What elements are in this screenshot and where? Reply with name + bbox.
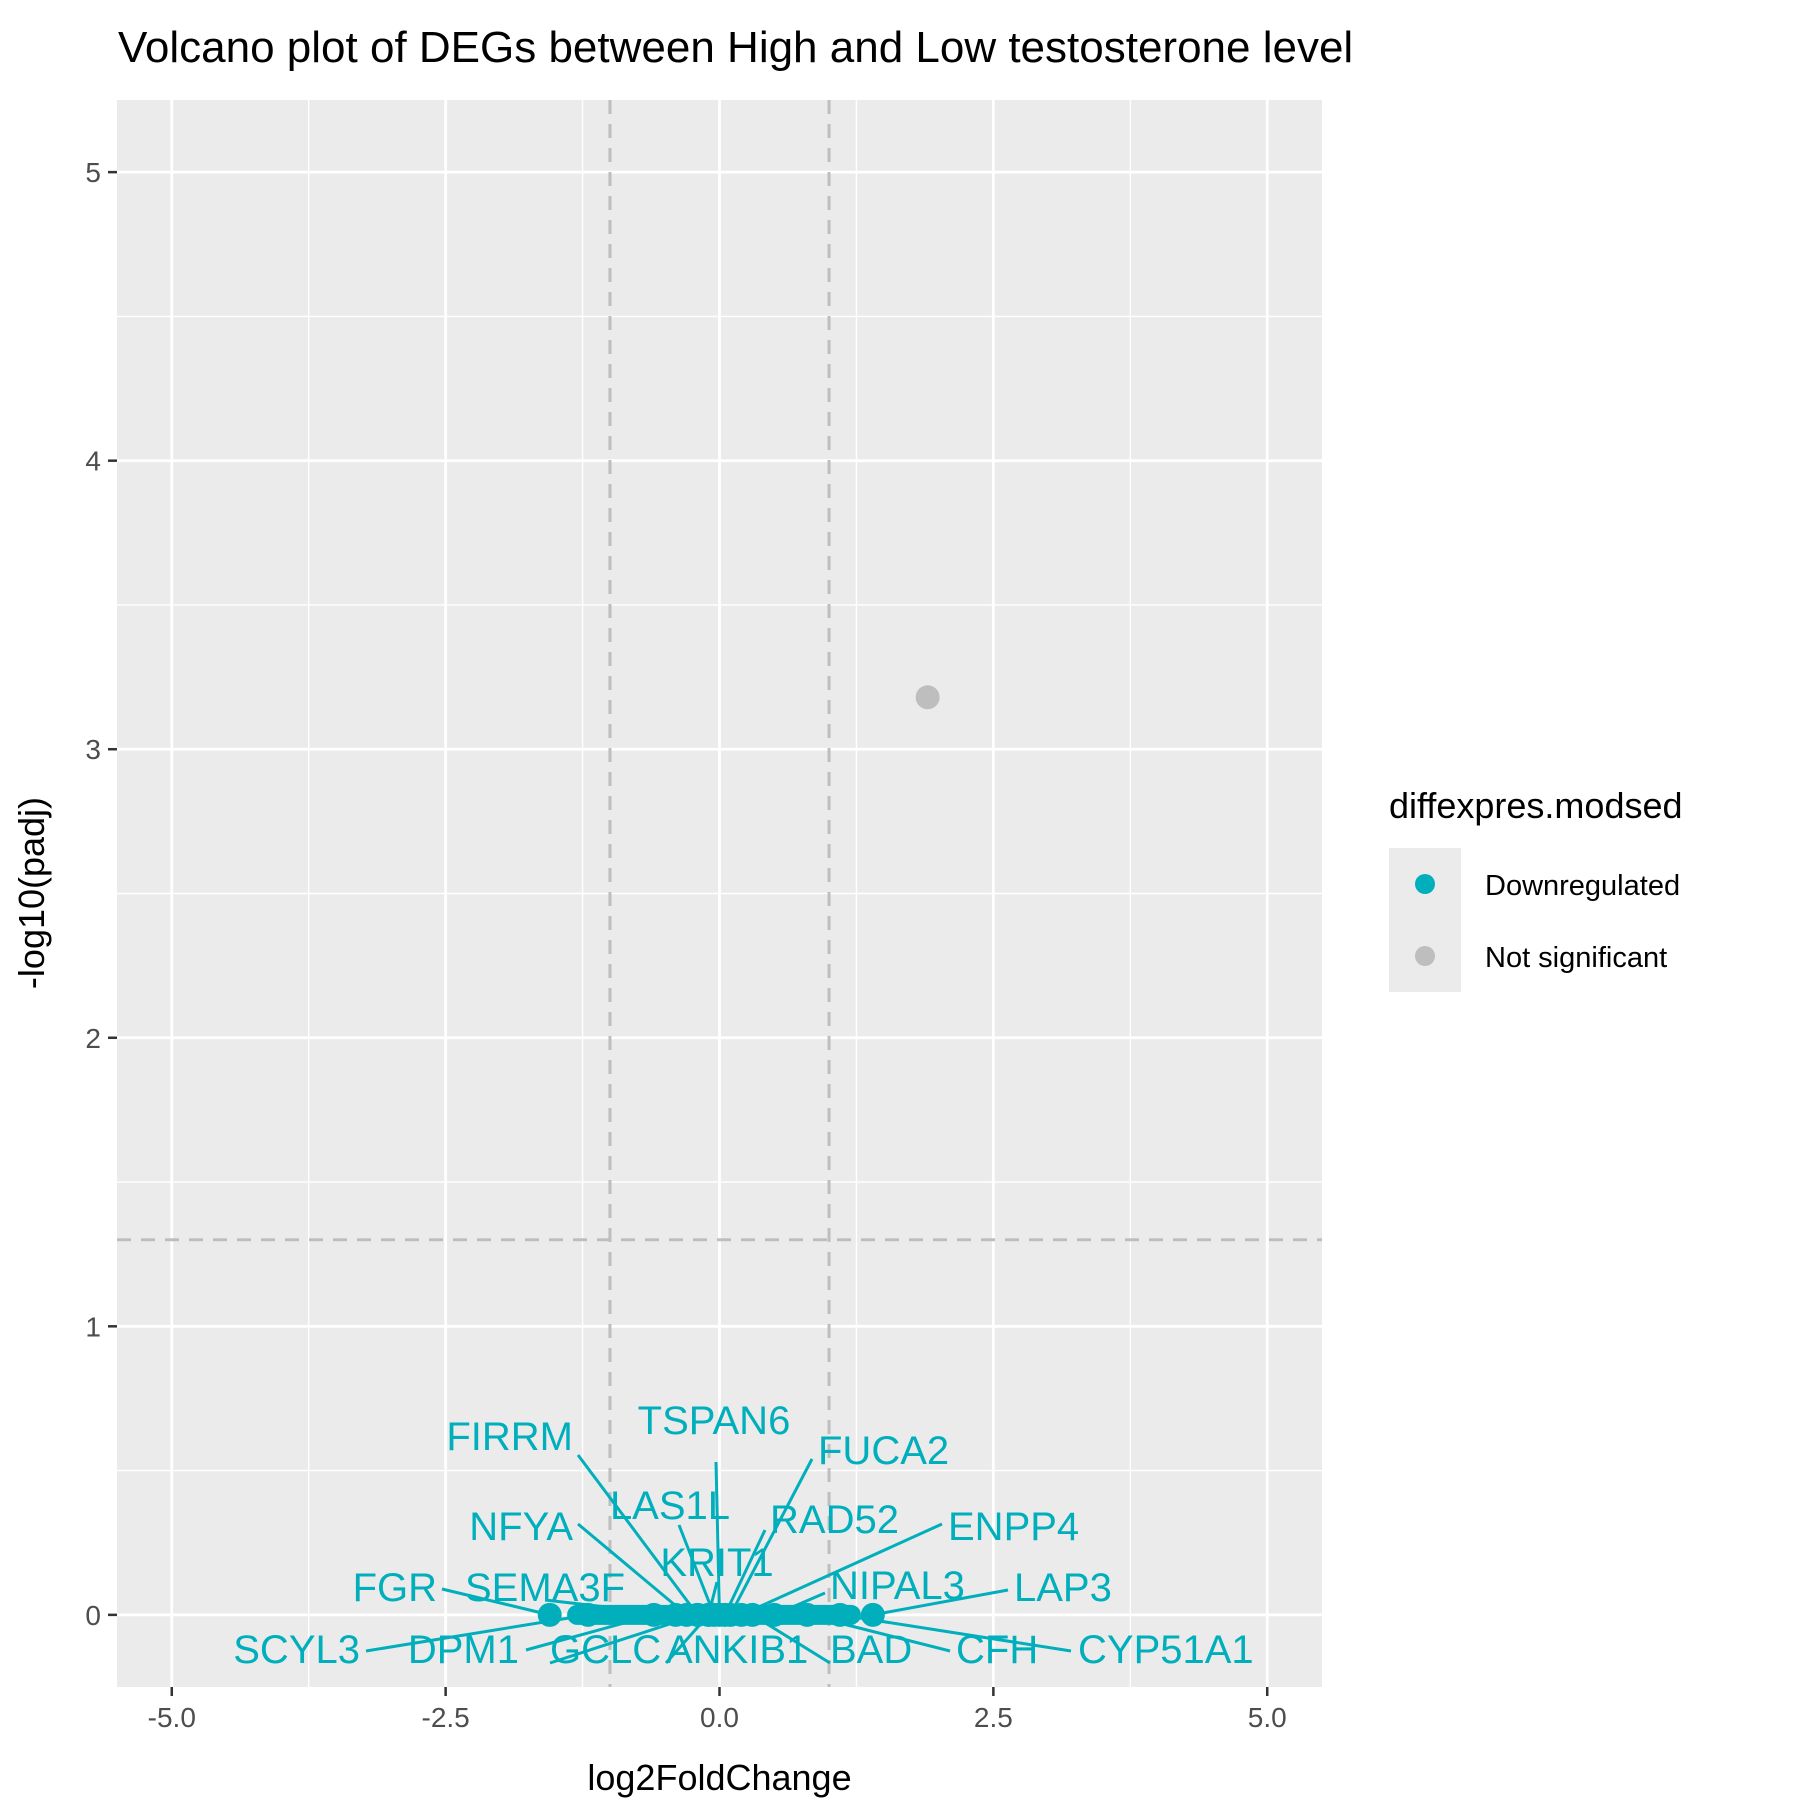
- point-not-significant: [915, 685, 940, 710]
- gene-label: FUCA2: [818, 1429, 949, 1473]
- gene-label: BAD: [830, 1628, 912, 1672]
- gene-label: SEMA3F: [465, 1566, 625, 1610]
- point-downregulated: [740, 1602, 765, 1627]
- gene-label: SCYL3: [233, 1628, 360, 1672]
- y-tick-label: 1: [85, 1311, 101, 1342]
- y-tick-label: 2: [85, 1023, 101, 1054]
- point-downregulated: [576, 1602, 601, 1627]
- gene-label: NIPAL3: [830, 1564, 965, 1608]
- label-connector: [577, 1522, 688, 1617]
- legend-label-not-significant: Not significant: [1485, 942, 1667, 974]
- point-downregulated: [712, 1602, 737, 1627]
- x-tick-label: -5.0: [148, 1702, 196, 1733]
- legend-label-downregulated: Downregulated: [1485, 870, 1680, 902]
- gene-label: LAS1L: [610, 1484, 730, 1528]
- gene-label-layer: FIRRM TSPAN6 FUCA2 LAS1L NFYA RAD52 ENPP4 KRIT1…: [233, 1399, 1253, 1672]
- label-connector: [723, 1529, 767, 1616]
- label-connector: [872, 1588, 1009, 1617]
- point-downregulated: [795, 1602, 820, 1627]
- gene-label: CYP51A1: [1078, 1628, 1254, 1672]
- y-axis: 0 1 2 3 4 5: [85, 157, 117, 1631]
- label-connector: [576, 1454, 699, 1616]
- legend-key-downregulated: [1415, 874, 1435, 894]
- gene-label: FIRRM: [446, 1415, 573, 1459]
- gene-label: KRIT1: [660, 1541, 773, 1585]
- gene-label: LAP3: [1014, 1566, 1112, 1610]
- legend-key-not-significant: [1415, 946, 1435, 966]
- gene-label: GCLC: [550, 1628, 661, 1672]
- x-tick-label: 2.5: [974, 1702, 1013, 1733]
- label-connector: [729, 1458, 814, 1616]
- label-connector: [740, 1522, 943, 1617]
- y-tick-label: 3: [85, 734, 101, 765]
- gene-label: FGR: [353, 1566, 437, 1610]
- point-downregulated: [762, 1602, 787, 1627]
- y-tick-label: 4: [85, 446, 101, 477]
- gene-label: ANKIB1: [666, 1628, 808, 1672]
- x-tick-label: 5.0: [1248, 1702, 1287, 1733]
- x-tick-label: -2.5: [422, 1702, 470, 1733]
- legend: diffexpres.modsed Downregulated Not sign…: [1389, 785, 1683, 992]
- chart-title: Volcano plot of DEGs between High and Lo…: [118, 23, 1353, 72]
- point-downregulated: [537, 1602, 562, 1627]
- points-layer: [537, 685, 940, 1627]
- point-downregulated: [828, 1602, 852, 1627]
- x-axis: -5.0 -2.5 0.0 2.5 5.0: [148, 1687, 1287, 1733]
- threshold-layer: [117, 100, 1322, 1687]
- x-tick-label: 0.0: [700, 1702, 739, 1733]
- gene-label: RAD52: [770, 1498, 899, 1542]
- label-connector: [441, 1587, 551, 1617]
- label-connector: [677, 1524, 716, 1616]
- legend-title: diffexpres.modsed: [1389, 785, 1683, 826]
- gene-label: CFH: [956, 1628, 1038, 1672]
- x-axis-title: log2FoldChange: [587, 1757, 851, 1798]
- point-downregulated: [663, 1602, 688, 1627]
- point-downregulated: [860, 1602, 885, 1627]
- gene-label: ENPP4: [948, 1505, 1079, 1549]
- legend-key-bg: [1389, 848, 1461, 992]
- gene-label: NFYA: [469, 1505, 573, 1549]
- gene-label: DPM1: [408, 1628, 519, 1672]
- y-axis-title: -log10(padj): [11, 797, 52, 989]
- gene-label: TSPAN6: [638, 1399, 791, 1443]
- point-downregulated: [696, 1602, 721, 1627]
- y-tick-label: 5: [85, 157, 101, 188]
- point-downregulated: [641, 1602, 666, 1627]
- y-tick-label: 0: [85, 1600, 101, 1631]
- label-connector: [714, 1461, 721, 1615]
